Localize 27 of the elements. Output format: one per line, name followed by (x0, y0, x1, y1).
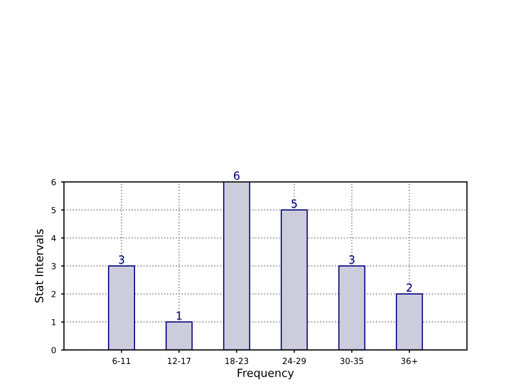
x-tick-label: 18-23 (225, 358, 248, 364)
bar (223, 182, 250, 350)
y-tick-label: 4 (51, 235, 56, 242)
data-label: 2 (406, 283, 412, 292)
bar (166, 321, 193, 350)
y-tick-label: 3 (52, 262, 56, 270)
data-label: 3 (118, 255, 124, 264)
x-tick-label: 24-29 (282, 358, 306, 364)
x-tick-label: 6-11 (112, 358, 130, 364)
x-tick-label: 36+ (401, 358, 418, 364)
data-label: 6 (234, 171, 240, 180)
x-axis-title: Frequency (238, 368, 294, 380)
bar (338, 265, 366, 350)
bar (396, 293, 423, 350)
y-tick-label: 1 (52, 319, 56, 326)
data-label: 3 (349, 255, 354, 264)
bar (280, 209, 308, 350)
x-tick-label: 12-17 (168, 358, 190, 364)
data-label: 1 (176, 312, 182, 320)
y-axis-title: Stat Intervals (34, 229, 44, 302)
y-tick-label: 2 (52, 290, 56, 298)
data-label: 5 (292, 200, 297, 208)
x-tick-label: 30-35 (340, 358, 364, 364)
bar (108, 265, 136, 350)
y-tick-label: 0 (52, 346, 56, 354)
y-tick-label: 5 (52, 207, 56, 214)
y-tick-label: 6 (52, 178, 56, 186)
